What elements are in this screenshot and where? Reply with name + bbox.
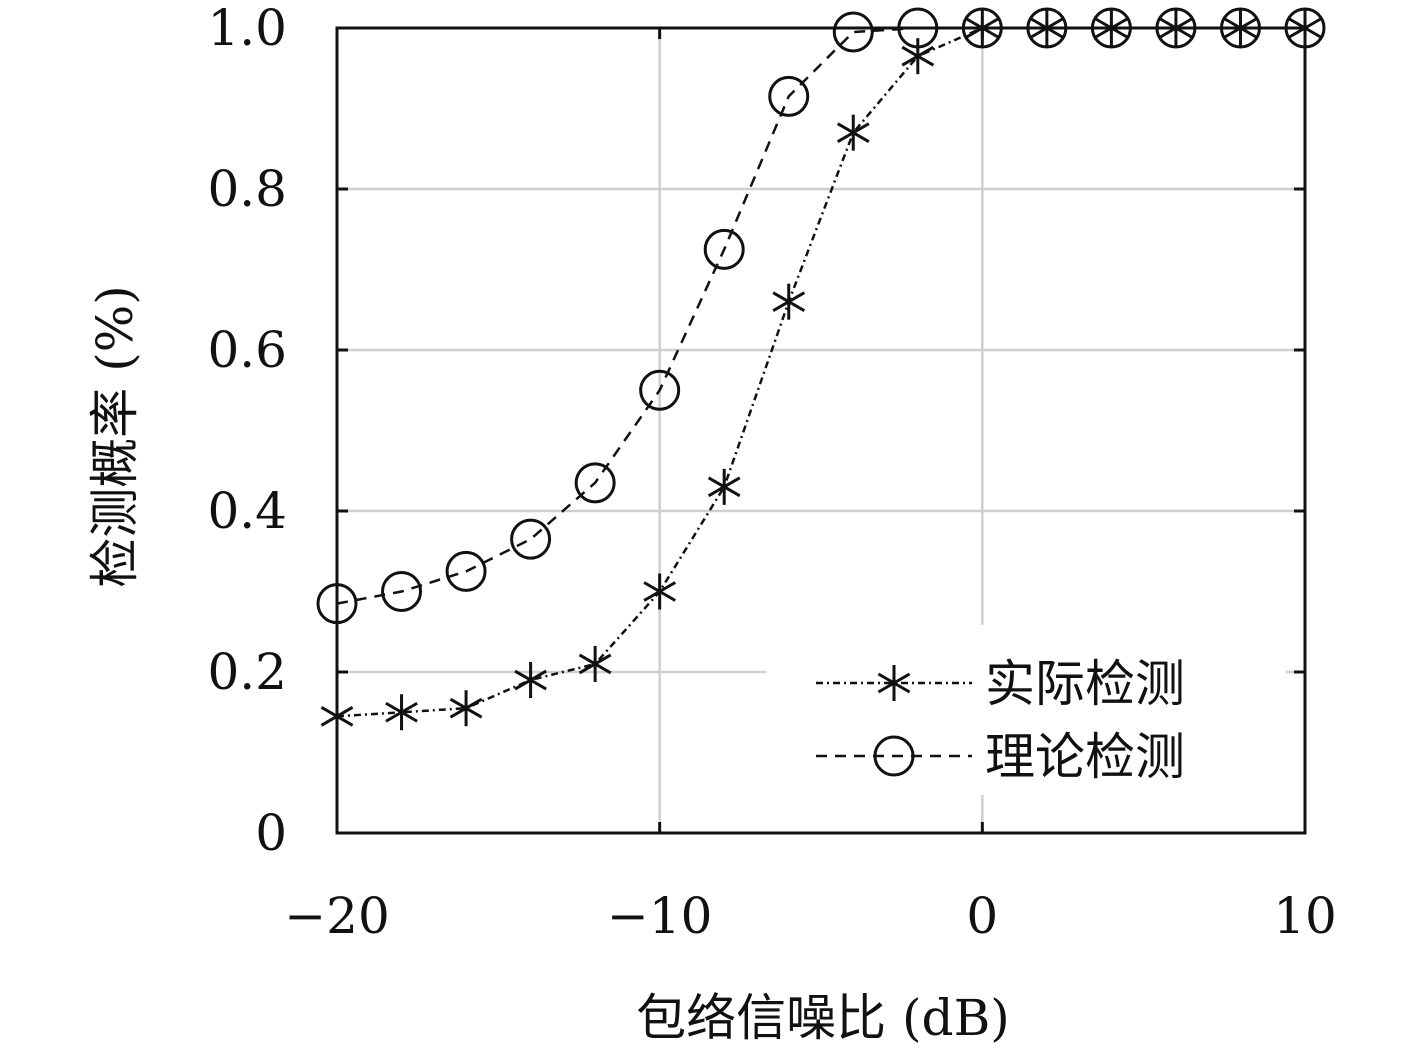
data-point [901, 38, 935, 75]
legend-marker [873, 735, 915, 777]
data-point [381, 571, 423, 612]
legend-marker [877, 665, 911, 701]
asterisk-stroke [578, 653, 612, 675]
data-point [832, 11, 874, 53]
legend-label: 实际检测 [985, 655, 1185, 713]
data-point [639, 369, 681, 411]
y-tick-label: 0.2 [207, 643, 287, 701]
data-point [510, 518, 552, 560]
y-tick-label: 1.0 [207, 0, 287, 57]
plot-frame [335, 26, 1307, 835]
y-tick-label: 0.4 [207, 482, 287, 540]
x-tick-label: −20 [284, 887, 390, 945]
data-point [707, 468, 741, 505]
data-point [768, 75, 810, 117]
data-point [449, 690, 483, 727]
data-point [385, 694, 418, 731]
asterisk-stroke [385, 701, 418, 723]
data-point [514, 662, 547, 699]
asterisk-stroke [836, 122, 870, 143]
asterisk-stroke [514, 669, 547, 691]
x-tick-label: 0 [966, 887, 998, 945]
x-tick-label: −10 [607, 887, 713, 945]
data-point [578, 645, 612, 682]
tick-labels: −20 −10 0 10 0 0.2 0.4 0.6 0.8 1.0 [207, 0, 1336, 945]
data-point [445, 550, 487, 592]
x-tick-label: 10 [1273, 887, 1337, 945]
legend-label: 理论检测 [985, 728, 1185, 786]
y-tick-label: 0 [255, 804, 287, 862]
legend-entry: 实际检测 [816, 655, 1185, 713]
asterisk-stroke [449, 697, 483, 719]
asterisk-stroke [772, 291, 806, 312]
axis-ticks [335, 26, 1307, 835]
data-point [574, 462, 616, 504]
asterisk-stroke [707, 476, 741, 498]
legend-box [766, 625, 1286, 795]
asterisk-stroke [643, 581, 677, 602]
y-axis-title: 检测概率 (%) [86, 285, 144, 587]
data-point [836, 114, 870, 151]
asterisk-stroke [877, 672, 911, 694]
data-point [703, 228, 745, 270]
data-point [643, 573, 677, 610]
y-tick-label: 0.8 [207, 160, 287, 218]
y-tick-label: 0.6 [207, 321, 287, 379]
asterisk-stroke [901, 45, 935, 67]
legend-entry: 理论检测 [816, 728, 1185, 786]
x-axis-title: 包络信噪比 (dB) [636, 989, 1010, 1047]
data-point [772, 283, 806, 320]
